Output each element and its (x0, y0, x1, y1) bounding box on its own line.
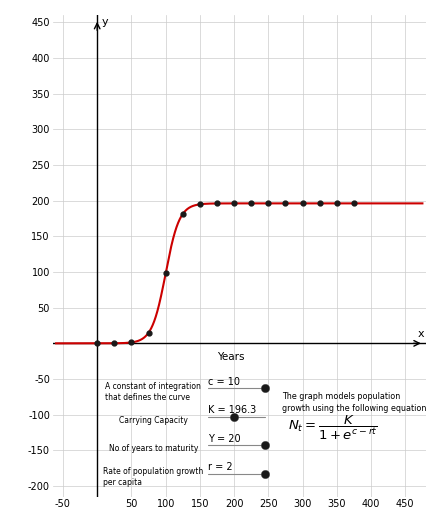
Text: y: y (101, 17, 108, 27)
Text: Y = 20: Y = 20 (208, 434, 240, 444)
Text: Rate of population growth
per capita: Rate of population growth per capita (103, 467, 203, 487)
Text: x: x (417, 329, 424, 339)
Text: K = 196.3: K = 196.3 (208, 406, 256, 415)
Text: c = 10: c = 10 (208, 377, 240, 387)
Text: A constant of integration
that defines the curve: A constant of integration that defines t… (105, 382, 201, 402)
Text: Carrying Capacity: Carrying Capacity (119, 416, 187, 425)
Text: No of years to maturity: No of years to maturity (108, 444, 198, 453)
Text: r = 2: r = 2 (208, 462, 232, 473)
Text: $N_t = \dfrac{K}{1 + e^{c-rt}}$: $N_t = \dfrac{K}{1 + e^{c-rt}}$ (287, 413, 377, 442)
Text: The graph models population
growth using the following equation: The graph models population growth using… (281, 392, 425, 413)
Text: Years: Years (216, 352, 244, 362)
